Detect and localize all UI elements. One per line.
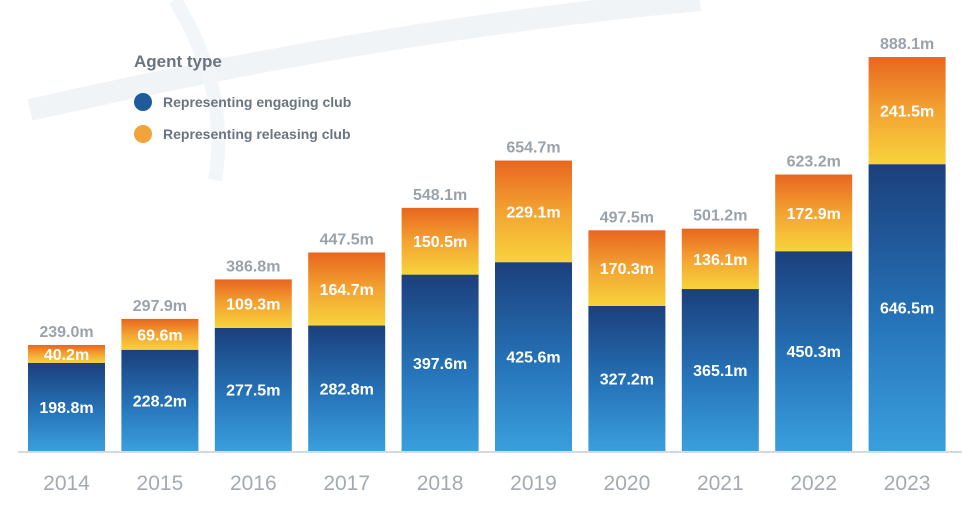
bar-releasing-2023 <box>868 57 946 165</box>
total-label-2018: 548.1m <box>413 187 467 204</box>
data-label-engaging-2016: 277.5m <box>226 382 280 399</box>
x-tick-2020: 2020 <box>604 472 651 495</box>
total-label-2020: 497.5m <box>600 209 654 226</box>
bar-releasing-2017 <box>308 252 386 326</box>
bar-engaging-2020 <box>588 305 666 451</box>
bar-engaging-2019 <box>495 262 572 451</box>
data-label-releasing-2023: 241.5m <box>880 104 934 121</box>
bar-releasing-2018 <box>401 207 479 275</box>
legend-label-releasing: Representing releasing club <box>163 126 351 142</box>
bar-releasing-2016 <box>214 279 292 328</box>
x-tick-2022: 2022 <box>790 472 837 495</box>
total-label-2019: 654.7m <box>506 140 560 157</box>
data-label-engaging-2018: 397.6m <box>413 356 467 373</box>
bar-engaging-2015 <box>121 349 199 451</box>
bar-releasing-2020 <box>588 230 666 306</box>
data-label-engaging-2021: 365.1m <box>693 363 747 380</box>
data-label-engaging-2020: 327.2m <box>600 371 654 388</box>
bar-engaging-2022 <box>775 251 853 451</box>
x-tick-2023: 2023 <box>884 472 931 495</box>
legend-label-engaging: Representing engaging club <box>163 94 352 110</box>
bar-releasing-2022 <box>775 174 853 252</box>
bar-releasing-2019 <box>495 160 572 263</box>
total-label-2023: 888.1m <box>880 36 934 53</box>
bar-engaging-2021 <box>681 289 759 451</box>
total-label-2021: 501.2m <box>693 208 747 225</box>
data-label-releasing-2022: 172.9m <box>787 206 841 223</box>
data-label-releasing-2018: 150.5m <box>413 234 467 251</box>
data-label-releasing-2016: 109.3m <box>226 297 280 314</box>
total-label-2014: 239.0m <box>39 324 93 341</box>
background-arc <box>169 0 226 182</box>
bar-engaging-2018 <box>401 274 479 451</box>
x-tick-2021: 2021 <box>697 472 744 495</box>
data-label-releasing-2015: 69.6m <box>137 327 182 344</box>
total-label-2016: 386.8m <box>226 258 280 275</box>
bar-engaging-2017 <box>308 325 386 451</box>
bar-engaging-2014 <box>28 362 105 451</box>
data-label-engaging-2017: 282.8m <box>320 381 374 398</box>
bar-releasing-2015 <box>121 318 199 350</box>
data-label-engaging-2015: 228.2m <box>133 393 187 410</box>
data-label-releasing-2017: 164.7m <box>320 282 374 299</box>
total-label-2015: 297.9m <box>133 298 187 315</box>
data-label-engaging-2019: 425.6m <box>506 350 560 367</box>
data-label-engaging-2023: 646.5m <box>880 301 934 318</box>
bar-engaging-2016 <box>214 327 292 451</box>
data-label-releasing-2021: 136.1m <box>693 252 747 269</box>
x-tick-2015: 2015 <box>137 472 184 495</box>
legend-swatch-engaging <box>134 93 152 111</box>
data-label-engaging-2014: 198.8m <box>39 400 93 417</box>
legend-item-releasing: Representing releasing club <box>134 118 351 150</box>
bar-releasing-2021 <box>681 228 759 290</box>
x-tick-2017: 2017 <box>323 472 370 495</box>
legend-title: Agent type <box>134 52 222 71</box>
data-label-releasing-2019: 229.1m <box>506 204 560 221</box>
x-tick-2014: 2014 <box>43 472 90 495</box>
x-tick-2018: 2018 <box>417 472 464 495</box>
bar-engaging-2023 <box>868 164 946 451</box>
legend: Agent type Representing engaging club Re… <box>134 52 351 150</box>
data-label-engaging-2022: 450.3m <box>787 344 841 361</box>
data-label-releasing-2020: 170.3m <box>600 261 654 278</box>
bar-releasing-2014 <box>28 344 105 363</box>
x-tick-2016: 2016 <box>230 472 277 495</box>
legend-swatch-releasing <box>134 125 152 143</box>
x-tick-2019: 2019 <box>510 472 557 495</box>
total-label-2017: 447.5m <box>320 231 374 248</box>
legend-item-engaging: Representing engaging club <box>134 86 351 118</box>
total-label-2022: 623.2m <box>787 154 841 171</box>
background-arc <box>27 0 702 121</box>
data-label-releasing-2014: 40.2m <box>44 347 89 364</box>
